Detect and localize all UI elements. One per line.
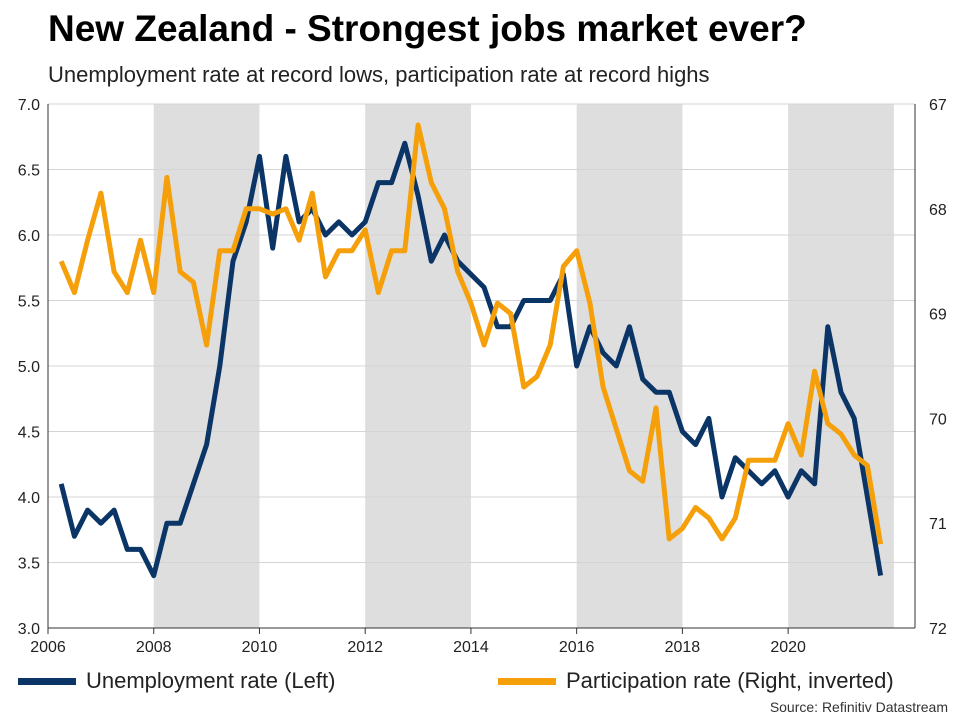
source-note: Source: Refinitiv Datastream (769, 699, 948, 715)
y-right-tick-label: 69 (929, 307, 947, 324)
y-right-tick-label: 70 (929, 411, 947, 428)
legend-label-participation: Participation rate (Right, inverted) (566, 668, 894, 693)
y-left-tick-label: 5.5 (18, 294, 40, 311)
y-left-tick-label: 3.5 (18, 556, 40, 573)
y-left-tick-label: 5.0 (18, 359, 40, 376)
series-line-participation (58, 122, 884, 545)
chart-subtitle: Unemployment rate at record lows, partic… (48, 62, 710, 87)
legend-swatch-participation (498, 677, 556, 685)
x-tick-label: 2014 (453, 639, 489, 656)
legend-participation: Participation rate (Right, inverted) (498, 668, 894, 694)
x-tick-label: 2006 (30, 639, 66, 656)
x-tick-label: 2010 (242, 639, 278, 656)
axes: 3.0 3.5 4.0 4.5 5.0 5.5 6.0 6.5 7.0 67 68 69 70 71 72 2… (18, 97, 947, 656)
y-right-tick-label: 68 (929, 202, 947, 219)
y-left-tick-label: 4.5 (18, 425, 40, 442)
y-left-tick-label: 7.0 (18, 97, 40, 114)
x-tick-label: 2016 (559, 639, 595, 656)
y-right-tick-label: 67 (929, 97, 947, 114)
y-left-tick-label: 6.0 (18, 228, 40, 245)
legend-swatch-unemployment (18, 677, 76, 685)
y-left-tick-label: 3.0 (18, 621, 40, 638)
x-tick-label: 2018 (665, 639, 701, 656)
chart-title: New Zealand - Strongest jobs market ever… (48, 8, 807, 49)
y-left-tick-label: 6.5 (18, 163, 40, 180)
x-tick-label: 2008 (136, 639, 172, 656)
y-right-tick-label: 71 (929, 516, 947, 533)
y-right-tick-label: 72 (929, 621, 947, 638)
legend-unemployment: Unemployment rate (Left) (18, 668, 335, 694)
y-left-tick-label: 4.0 (18, 490, 40, 507)
x-tick-label: 2020 (770, 639, 806, 656)
legend-label-unemployment: Unemployment rate (Left) (86, 668, 336, 693)
series-lines (58, 122, 884, 579)
series-line-unemployment (58, 140, 884, 579)
x-tick-label: 2012 (347, 639, 383, 656)
